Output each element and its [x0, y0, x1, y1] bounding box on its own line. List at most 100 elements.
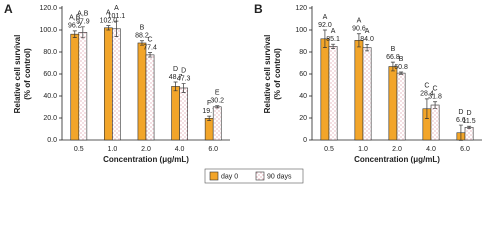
y-tick-label: 60.0	[43, 71, 57, 78]
error-bar	[207, 115, 212, 121]
error-bar	[433, 101, 438, 109]
bar	[362, 47, 372, 141]
y-tick-label: 120	[295, 5, 307, 12]
bar	[112, 28, 121, 141]
error-bar	[356, 33, 361, 48]
y-tick-label: 40	[299, 93, 307, 100]
bar	[137, 42, 147, 141]
x-tick-label: 0.5	[74, 146, 84, 153]
value-label: 77.4	[143, 45, 157, 52]
legend-swatch	[255, 171, 265, 181]
y-axis-label-line: Relative cell survival	[13, 35, 22, 114]
significance-label: D	[458, 109, 463, 116]
bar	[328, 46, 338, 141]
significance-label: A	[106, 9, 111, 16]
panel-label: B	[254, 2, 263, 16]
bar	[179, 87, 188, 141]
bar	[396, 72, 406, 141]
significance-label: A	[114, 5, 119, 12]
error-bar	[106, 25, 111, 31]
legend-swatch	[209, 171, 219, 181]
significance-label: A	[357, 18, 362, 25]
error-bar	[80, 26, 85, 39]
value-label: 101.1	[108, 13, 126, 20]
value-label: 92.0	[318, 22, 332, 29]
y-tick-label: 40.0	[43, 93, 57, 100]
bar	[78, 32, 88, 141]
x-tick-label: 4.0	[426, 146, 436, 153]
value-label: 31.8	[428, 94, 442, 101]
y-tick-label: 20	[299, 115, 307, 122]
error-bar	[215, 105, 220, 109]
value-label: 85.1	[326, 36, 340, 43]
bar	[464, 127, 474, 141]
error-bar	[148, 52, 153, 58]
significance-label: C	[148, 37, 153, 44]
error-bar	[72, 30, 77, 38]
value-label: 90.6	[352, 26, 366, 33]
error-bar	[181, 83, 186, 93]
y-tick-label: 100	[295, 27, 307, 34]
legend-label: 90 days	[267, 173, 292, 180]
bar	[104, 27, 113, 141]
error-bar	[331, 43, 336, 49]
error-bar	[322, 29, 327, 48]
y-tick-label: 0	[303, 137, 307, 144]
value-label: 11.5	[463, 118, 476, 125]
y-tick-label: 0.0	[47, 137, 57, 144]
y-tick-label: 60	[299, 71, 307, 78]
y-tick-label: 80.0	[43, 49, 57, 56]
value-label: 96.2	[68, 23, 82, 30]
y-axis-label-line: (% of control)	[273, 48, 282, 100]
legend-box	[204, 168, 304, 184]
significance-label: A,B	[77, 11, 89, 18]
significance-label: A,B	[69, 15, 81, 22]
significance-label: A	[365, 28, 370, 35]
significance-label: D	[173, 66, 178, 73]
x-tick-label: 0.5	[324, 146, 334, 153]
bar	[204, 118, 214, 141]
value-label: 60.8	[394, 64, 408, 71]
error-bar	[458, 124, 463, 141]
x-axis-label: Concentration (μg/mL)	[103, 155, 189, 164]
significance-label: A	[331, 28, 336, 35]
y-tick-label: 80	[299, 49, 307, 56]
value-label: 88.2	[135, 33, 149, 40]
x-tick-label: 6.0	[460, 146, 470, 153]
x-tick-label: 2.0	[141, 146, 151, 153]
value-label: 28.4	[420, 91, 434, 98]
bar	[354, 40, 364, 141]
value-label: 84.0	[360, 36, 374, 43]
significance-label: B	[399, 56, 404, 63]
significance-label: C	[424, 83, 429, 90]
significance-label: B	[140, 25, 145, 32]
y-tick-label: 120.0	[39, 5, 57, 12]
value-label: 48.7	[169, 74, 183, 81]
x-axis-label: Concentration (μg/mL)	[354, 155, 440, 164]
significance-label: C	[433, 86, 438, 93]
bar	[430, 104, 440, 141]
bar	[171, 86, 180, 141]
error-bar	[114, 20, 119, 37]
significance-label: F	[207, 100, 211, 107]
y-axis-label: Relative cell survival(% of control)	[263, 35, 282, 114]
significance-label: D	[181, 67, 186, 74]
error-bar	[390, 61, 395, 72]
value-label: 19.7	[202, 108, 216, 115]
x-tick-label: 2.0	[392, 146, 402, 153]
legend-label: day 0	[221, 173, 238, 180]
value-label: 30.2	[210, 98, 224, 105]
panel-label: A	[4, 2, 13, 16]
significance-label: B	[391, 46, 396, 53]
bar	[320, 38, 330, 141]
error-bar	[467, 125, 472, 129]
x-tick-label: 6.0	[208, 146, 218, 153]
bar	[388, 66, 398, 141]
significance-label: E	[215, 90, 220, 97]
value-label: 102.0	[100, 17, 118, 24]
y-tick-label: 100.0	[39, 27, 57, 34]
error-bar	[399, 71, 404, 75]
y-tick-label: 20.0	[43, 115, 57, 122]
bar	[212, 106, 222, 141]
